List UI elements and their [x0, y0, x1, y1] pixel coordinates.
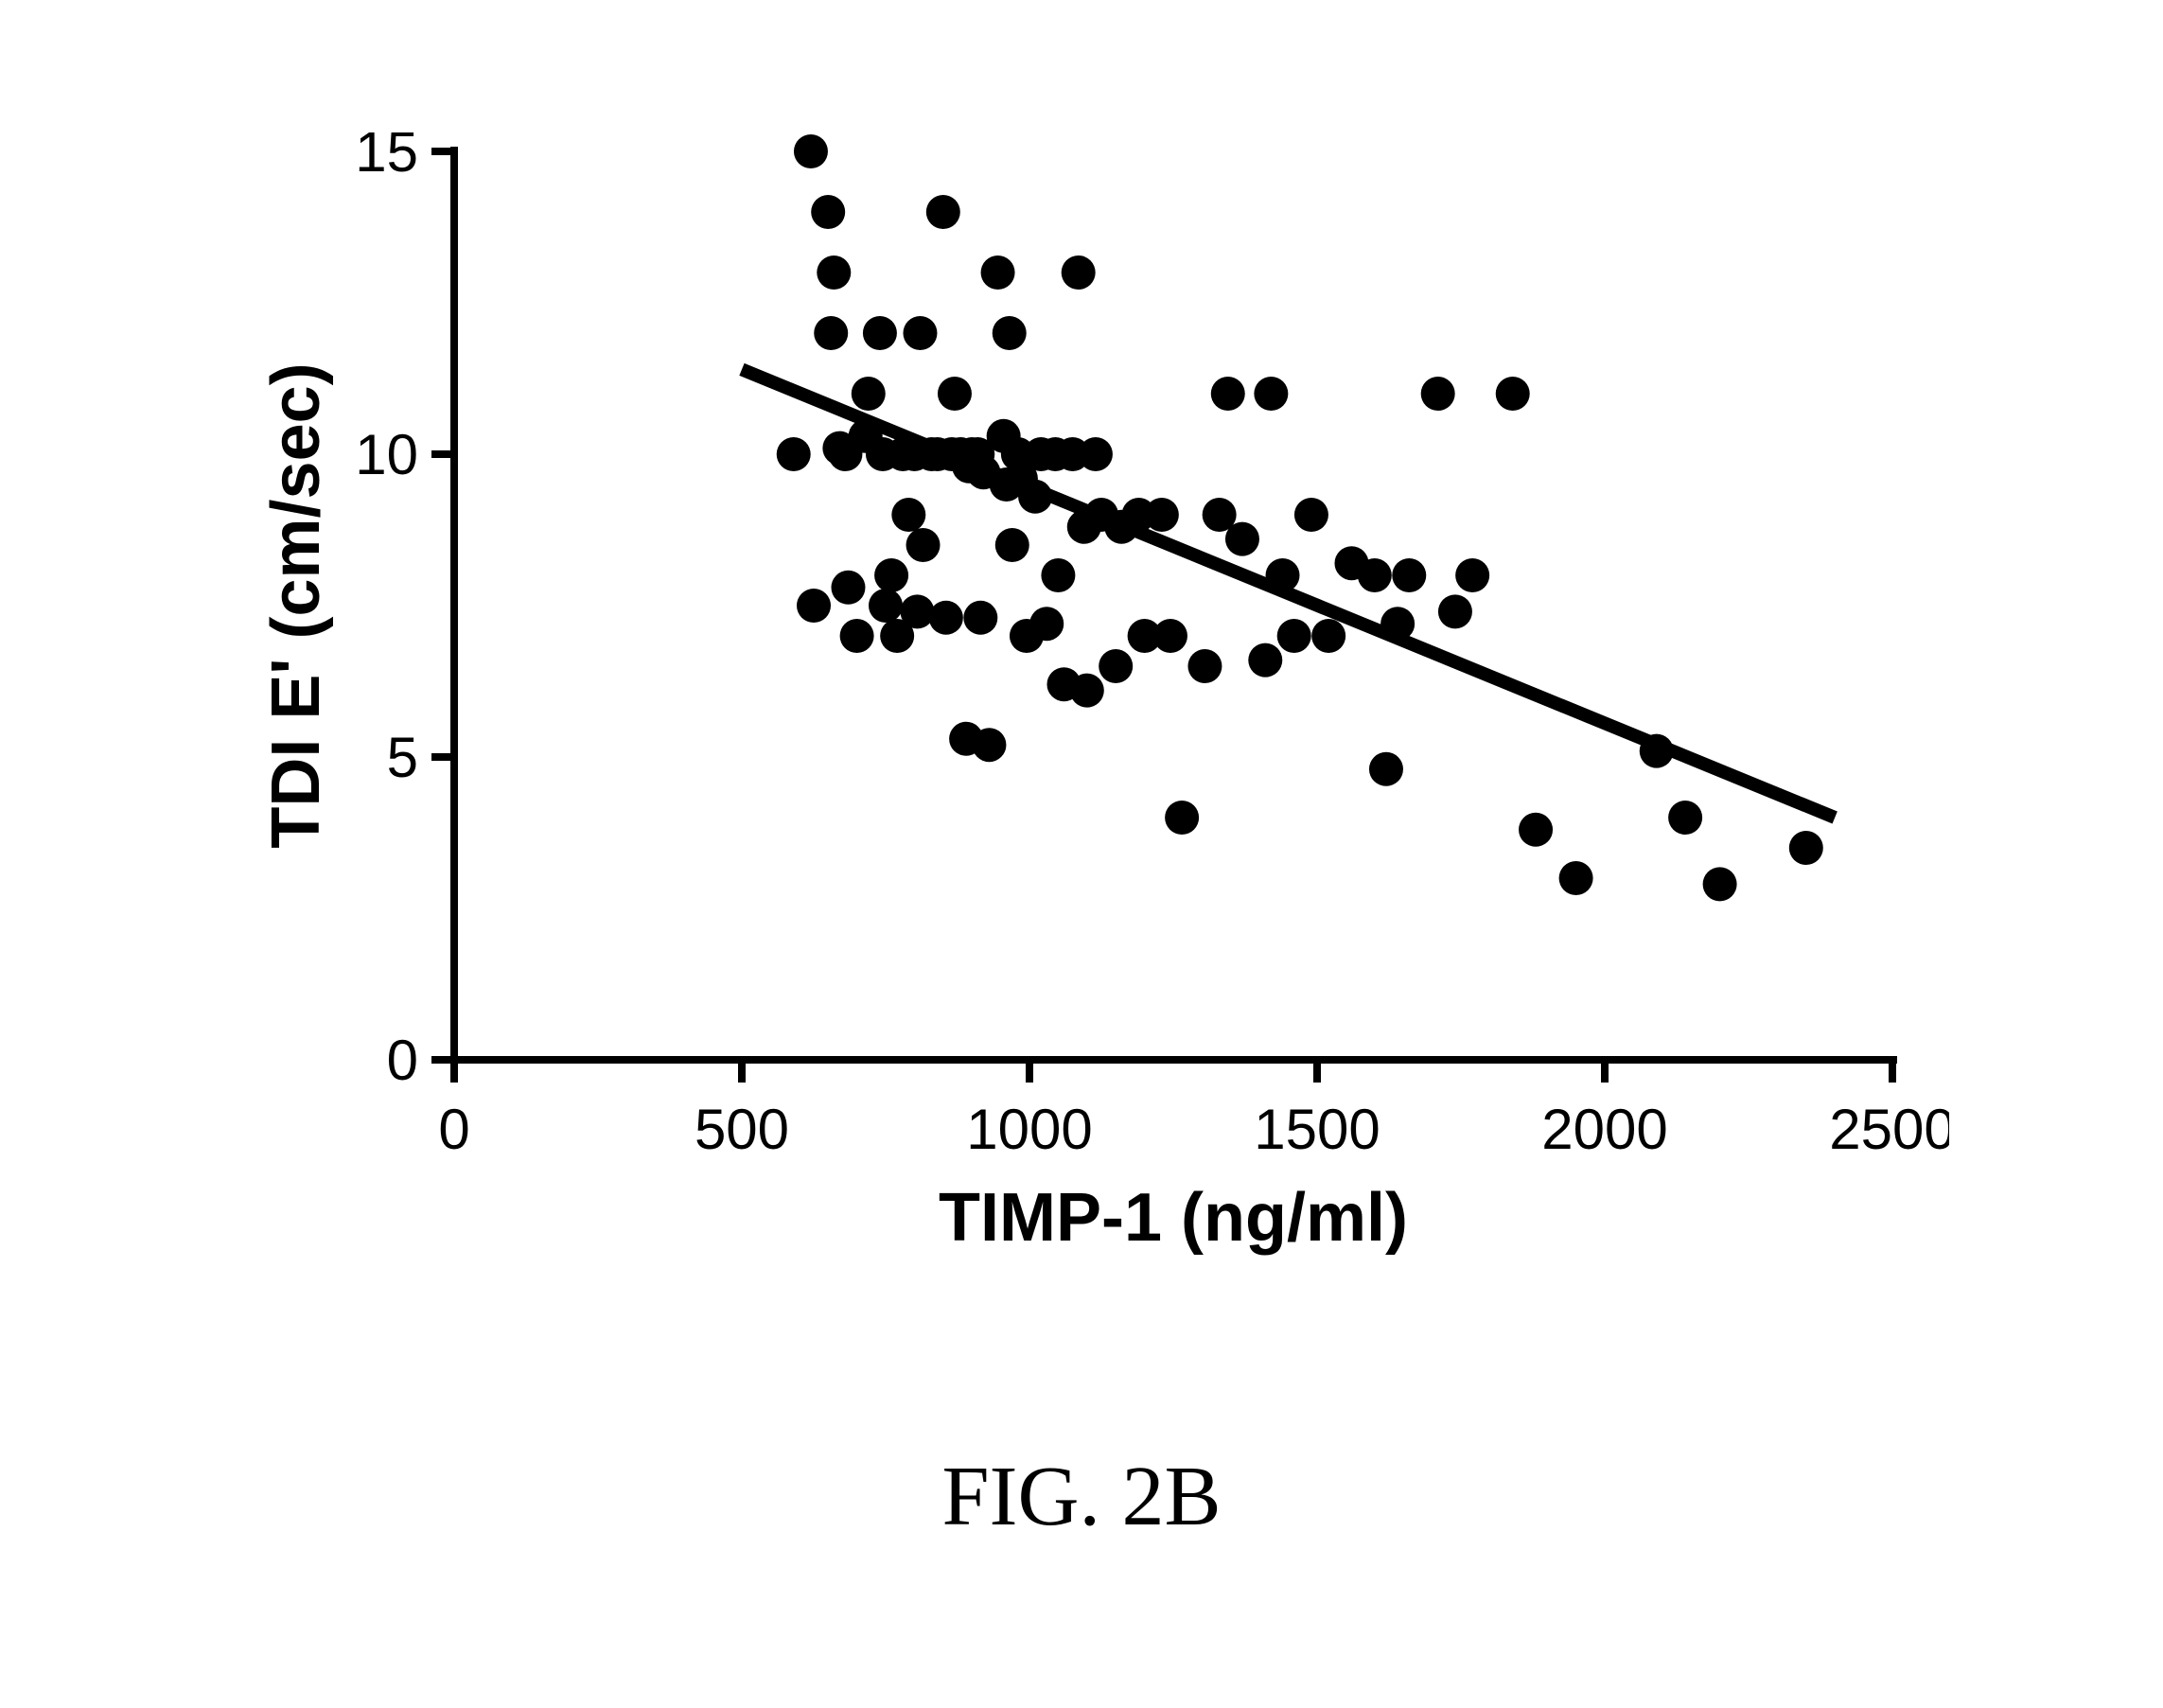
data-point — [995, 528, 1029, 562]
data-point — [1311, 619, 1345, 653]
data-point — [1254, 377, 1288, 411]
data-point — [1070, 674, 1104, 708]
data-point — [1248, 643, 1282, 678]
data-point — [1519, 813, 1553, 847]
data-point — [900, 594, 934, 628]
data-point — [891, 498, 925, 532]
data-point — [963, 601, 997, 635]
data-point — [1145, 498, 1179, 532]
data-point — [1277, 619, 1311, 653]
x-tick-label: 0 — [438, 1098, 469, 1161]
data-point — [903, 316, 937, 350]
data-point — [1153, 619, 1187, 653]
data-point — [1496, 377, 1530, 411]
x-tick-label: 2500 — [1829, 1098, 1949, 1161]
data-point — [1211, 377, 1245, 411]
data-point — [1165, 801, 1199, 835]
data-point — [1703, 867, 1737, 901]
regression-line — [742, 369, 1835, 818]
x-tick-label: 2000 — [1541, 1098, 1667, 1161]
y-tick-label: 10 — [355, 423, 418, 486]
data-point — [1559, 861, 1593, 895]
chart-svg: 0 500 1000 1500 2000 2500 0 5 10 15 TIMP-1 (ng/ml)… — [246, 132, 1949, 1363]
y-tick-label: 15 — [355, 132, 418, 184]
data-point — [993, 316, 1027, 350]
data-point — [1225, 522, 1259, 556]
scatter-chart: 0 500 1000 1500 2000 2500 0 5 10 15 TIMP-1 (ng/ml)… — [246, 132, 1949, 1363]
data-point — [874, 558, 908, 592]
data-point — [1187, 649, 1222, 683]
data-point — [869, 589, 903, 623]
figure-caption: FIG. 2B — [0, 1448, 2163, 1545]
data-point — [1438, 594, 1472, 628]
y-tick-label: 0 — [387, 1029, 418, 1092]
data-point — [1029, 607, 1064, 641]
y-tick-label: 5 — [387, 726, 418, 789]
data-point — [938, 377, 972, 411]
data-point — [831, 571, 865, 605]
data-point — [1062, 255, 1096, 290]
data-point — [929, 601, 963, 635]
data-point — [1789, 831, 1823, 865]
data-point — [814, 316, 848, 350]
y-axis-label: TDI E' (cm/sec) — [258, 362, 334, 848]
x-tick-label: 500 — [695, 1098, 789, 1161]
data-point — [1041, 558, 1075, 592]
data-point — [777, 437, 811, 471]
data-point — [906, 528, 941, 562]
x-tick-label: 1000 — [966, 1098, 1092, 1161]
data-point — [1455, 558, 1489, 592]
data-point — [794, 134, 828, 168]
data-point — [972, 728, 1006, 762]
data-point — [797, 589, 831, 623]
data-point — [1294, 498, 1328, 532]
data-point — [817, 255, 851, 290]
data-point — [840, 619, 874, 653]
data-point — [1358, 558, 1392, 592]
data-point — [1079, 437, 1113, 471]
data-point — [981, 255, 1015, 290]
data-point — [1099, 649, 1133, 683]
data-point — [811, 195, 845, 229]
data-point — [852, 377, 886, 411]
data-point — [926, 195, 960, 229]
x-axis-label: TIMP-1 (ng/ml) — [939, 1180, 1408, 1256]
x-tick-label: 1500 — [1254, 1098, 1380, 1161]
data-point — [1392, 558, 1426, 592]
data-point — [863, 316, 897, 350]
data-point — [1369, 752, 1403, 786]
data-point — [1421, 377, 1455, 411]
data-point — [1668, 801, 1702, 835]
